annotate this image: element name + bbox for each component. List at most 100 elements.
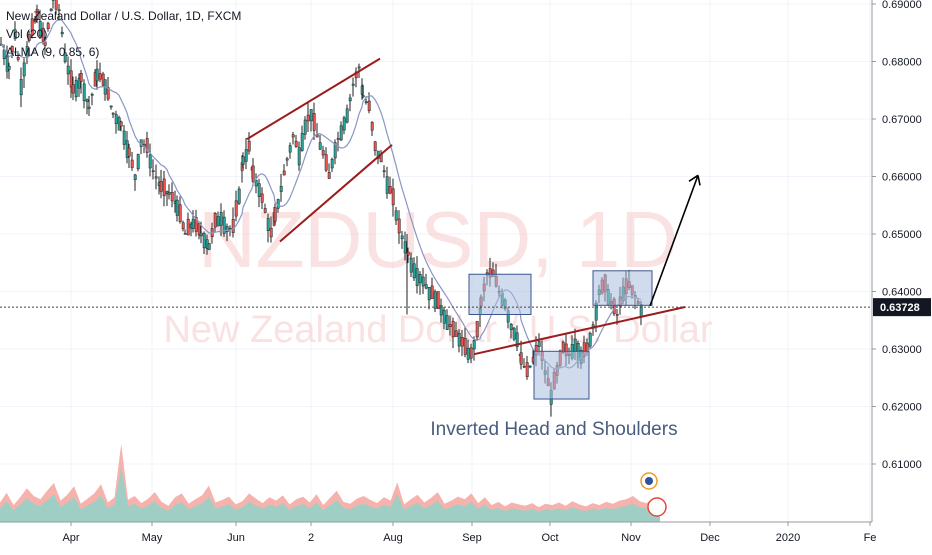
candle-body <box>322 150 324 155</box>
candle-body <box>91 94 93 95</box>
candle-body <box>47 23 49 28</box>
candle-body <box>473 340 475 349</box>
x-tick-label: May <box>142 532 163 544</box>
candle-body <box>443 310 445 323</box>
candle-body <box>163 179 165 196</box>
candle-body <box>295 141 297 147</box>
x-tick-label: 2020 <box>776 532 800 544</box>
candle-body <box>319 143 321 150</box>
y-tick-label: 0.66000 <box>882 172 922 184</box>
x-tick-label: Oct <box>541 532 558 544</box>
candle-body <box>428 287 430 300</box>
candle-body <box>242 157 244 165</box>
candle-body <box>368 101 370 111</box>
x-tick-label: Fe <box>864 532 877 544</box>
candle-body <box>523 366 525 367</box>
candle-body <box>110 106 112 107</box>
candle-body <box>261 194 263 202</box>
y-tick-label: 0.68000 <box>882 57 922 69</box>
candle-body <box>264 208 266 212</box>
candle-body <box>346 109 348 122</box>
chart-title: New Zealand Dollar / U.S. Dollar, 1D, FX… <box>6 9 241 23</box>
candle-body <box>238 189 240 203</box>
candle-body <box>245 150 247 162</box>
candle-body <box>86 100 88 102</box>
candle-body <box>392 189 394 205</box>
candle-body <box>425 285 427 289</box>
candle-body <box>398 219 400 233</box>
candle-body <box>526 363 528 377</box>
candle-body <box>434 292 436 309</box>
last-price-label: 0.63728 <box>880 302 920 314</box>
candle-body <box>419 274 421 283</box>
candle-body <box>115 114 117 123</box>
candle-body <box>389 186 391 193</box>
candle-body <box>331 159 333 168</box>
right-shoulder-box <box>593 271 652 306</box>
candle-body <box>307 115 309 121</box>
candle-body <box>640 305 642 317</box>
candle-body <box>168 192 170 194</box>
y-tick-label: 0.63000 <box>882 344 922 356</box>
x-tick-label: Dec <box>700 532 720 544</box>
candle-body <box>176 200 178 215</box>
candle-body <box>371 122 373 130</box>
candle-body <box>455 331 457 337</box>
candle-body <box>362 96 364 97</box>
candle-body <box>461 337 463 346</box>
x-tick-label: Jun <box>227 532 245 544</box>
alma-legend: ALMA (9, 0.85, 6) <box>6 45 99 59</box>
y-tick-label: 0.69000 <box>882 0 922 11</box>
candle-body <box>298 148 300 165</box>
candle-body <box>134 175 136 180</box>
candle-body <box>383 171 385 172</box>
y-tick-label: 0.65000 <box>882 229 922 241</box>
candle-body <box>449 325 451 327</box>
candle-body <box>235 201 237 216</box>
candle-body <box>61 32 63 34</box>
candle-body <box>616 314 618 315</box>
candle-body <box>386 177 388 194</box>
candle-body <box>431 286 433 299</box>
candle-body <box>220 212 222 225</box>
candle-body <box>155 177 157 178</box>
volume-pane <box>0 444 660 522</box>
candle-body <box>270 228 272 237</box>
candle-body <box>574 339 576 352</box>
candle-body <box>365 102 367 103</box>
candle-body <box>374 142 376 151</box>
candle-body <box>520 353 522 365</box>
x-tick-label: Nov <box>621 532 641 544</box>
candle-body <box>401 236 403 239</box>
candle-body <box>75 80 77 96</box>
candle-body <box>184 233 186 234</box>
candle-body <box>529 366 531 367</box>
candle-body <box>160 181 162 191</box>
watermark-name: New Zealand Dollar / U.S. Dollar <box>163 309 712 351</box>
candle-body <box>255 180 257 186</box>
y-tick-label: 0.62000 <box>882 402 922 414</box>
candle-body <box>67 66 69 74</box>
x-tick-label: Sep <box>462 532 482 544</box>
volume-legend: Vol (20) <box>6 27 47 41</box>
candle-body <box>513 328 515 339</box>
candle-body <box>179 205 181 222</box>
candle-body <box>214 213 216 227</box>
head-box <box>534 351 589 399</box>
price-axis[interactable]: 0.690000.680000.670000.660000.650000.640… <box>872 0 932 550</box>
candle-body <box>292 135 294 137</box>
candle-body <box>343 118 345 130</box>
candle-body <box>352 84 354 85</box>
candle-body <box>267 218 269 230</box>
candle-body <box>395 211 397 220</box>
candle-body <box>252 166 254 182</box>
candle-body <box>149 155 151 168</box>
candle-body <box>120 122 122 126</box>
candle-body <box>325 155 327 170</box>
candle-body <box>83 84 85 101</box>
candle-body <box>510 324 512 330</box>
candle-body <box>23 63 25 76</box>
candle-body <box>137 154 139 168</box>
